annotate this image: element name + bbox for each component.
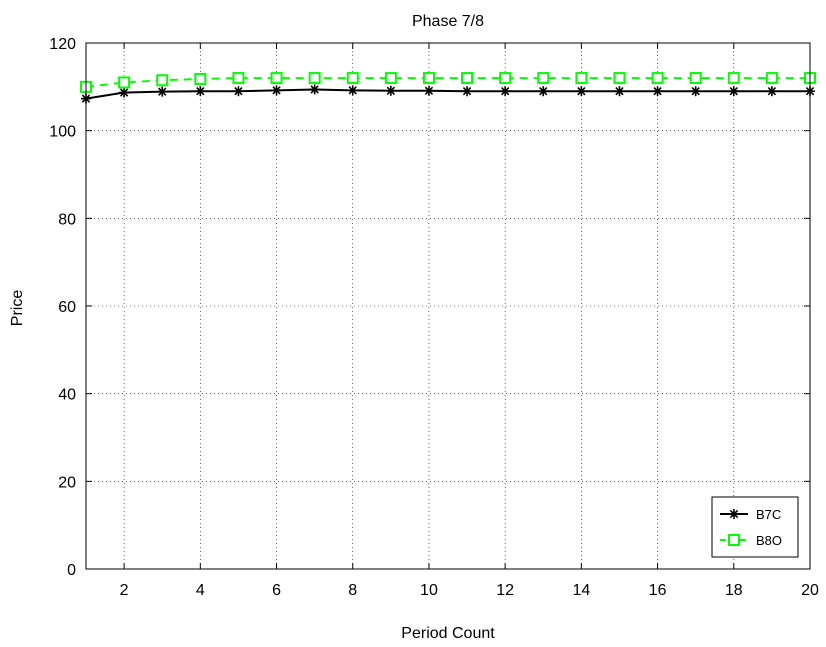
x-tick-label: 4 — [196, 582, 205, 599]
data-point-b8o — [461, 72, 474, 85]
data-point-b7c — [614, 86, 625, 97]
data-point-b8o — [727, 72, 740, 85]
data-point-b8o — [118, 76, 131, 89]
data-point-b8o — [499, 72, 512, 85]
y-tick-label: 100 — [49, 124, 76, 141]
grid-lines — [86, 43, 811, 569]
data-point-b7c — [652, 86, 663, 97]
legend-label-b8o: B8O — [756, 533, 782, 548]
data-point-b7c — [576, 86, 587, 97]
data-point-b7c — [462, 86, 473, 97]
data-point-b7c — [538, 86, 549, 97]
data-point-b8o — [156, 74, 169, 87]
x-tick-label: 6 — [272, 582, 281, 599]
data-point-b7c — [119, 87, 130, 98]
y-tick-label: 0 — [67, 562, 76, 579]
legend-label-b7c: B7C — [756, 507, 781, 522]
data-point-b7c — [690, 86, 701, 97]
y-tick-label: 40 — [58, 387, 76, 404]
x-tick-label: 18 — [725, 582, 743, 599]
series-line-b7c — [85, 88, 810, 100]
data-point-b7c — [233, 86, 244, 97]
x-tick-label: 10 — [420, 582, 438, 599]
x-tick-label: 12 — [496, 582, 514, 599]
x-tick-label: 14 — [572, 582, 590, 599]
data-point-b7c — [309, 84, 320, 95]
data-point-b7c — [500, 86, 511, 97]
data-point-b8o — [422, 72, 435, 85]
legend-box — [711, 496, 799, 558]
data-point-b8o — [689, 72, 702, 85]
data-point-b8o — [765, 72, 778, 85]
data-point-b8o — [308, 72, 321, 85]
series-layer — [80, 72, 816, 104]
data-point-b7c — [423, 85, 434, 96]
data-point-b8o — [613, 72, 626, 85]
data-point-b7c — [195, 86, 206, 97]
x-tick-label: 16 — [649, 582, 667, 599]
data-point-b7c — [347, 85, 358, 96]
y-tick-label: 60 — [58, 299, 76, 316]
y-tick-label: 80 — [58, 211, 76, 228]
data-point-b8o — [537, 72, 550, 85]
legend: B7C B8O — [711, 496, 799, 558]
data-point-b8o — [575, 72, 588, 85]
y-tick-label: 20 — [58, 474, 76, 491]
data-point-b8o — [346, 72, 359, 85]
x-tick-label: 8 — [348, 582, 357, 599]
data-point-b7c — [271, 85, 282, 96]
legend-marker-b8o — [728, 534, 740, 546]
data-point-b7c — [157, 86, 168, 97]
data-point-b8o — [651, 72, 664, 85]
data-point-b7c — [728, 86, 739, 97]
x-tick-label: 20 — [801, 582, 819, 599]
y-tick-label: 120 — [49, 36, 76, 53]
legend-marker-b7c — [729, 509, 739, 519]
x-tick-label: 2 — [120, 582, 129, 599]
data-point-b8o — [384, 72, 397, 85]
data-point-b7c — [766, 86, 777, 97]
axis-ticks: 2 4 6 8 10 12 14 16 18 20 0 20 40 60 80 100 120 — [49, 36, 819, 599]
chart-title: Phase 7/8 — [412, 13, 484, 30]
x-axis-title: Period Count — [401, 625, 495, 642]
data-point-b7c — [385, 85, 396, 96]
data-point-b8o — [194, 72, 207, 85]
series-line-b8o — [85, 77, 810, 88]
data-point-b8o — [270, 72, 283, 85]
data-point-b8o — [232, 72, 245, 85]
y-axis-title: Price — [9, 290, 26, 327]
